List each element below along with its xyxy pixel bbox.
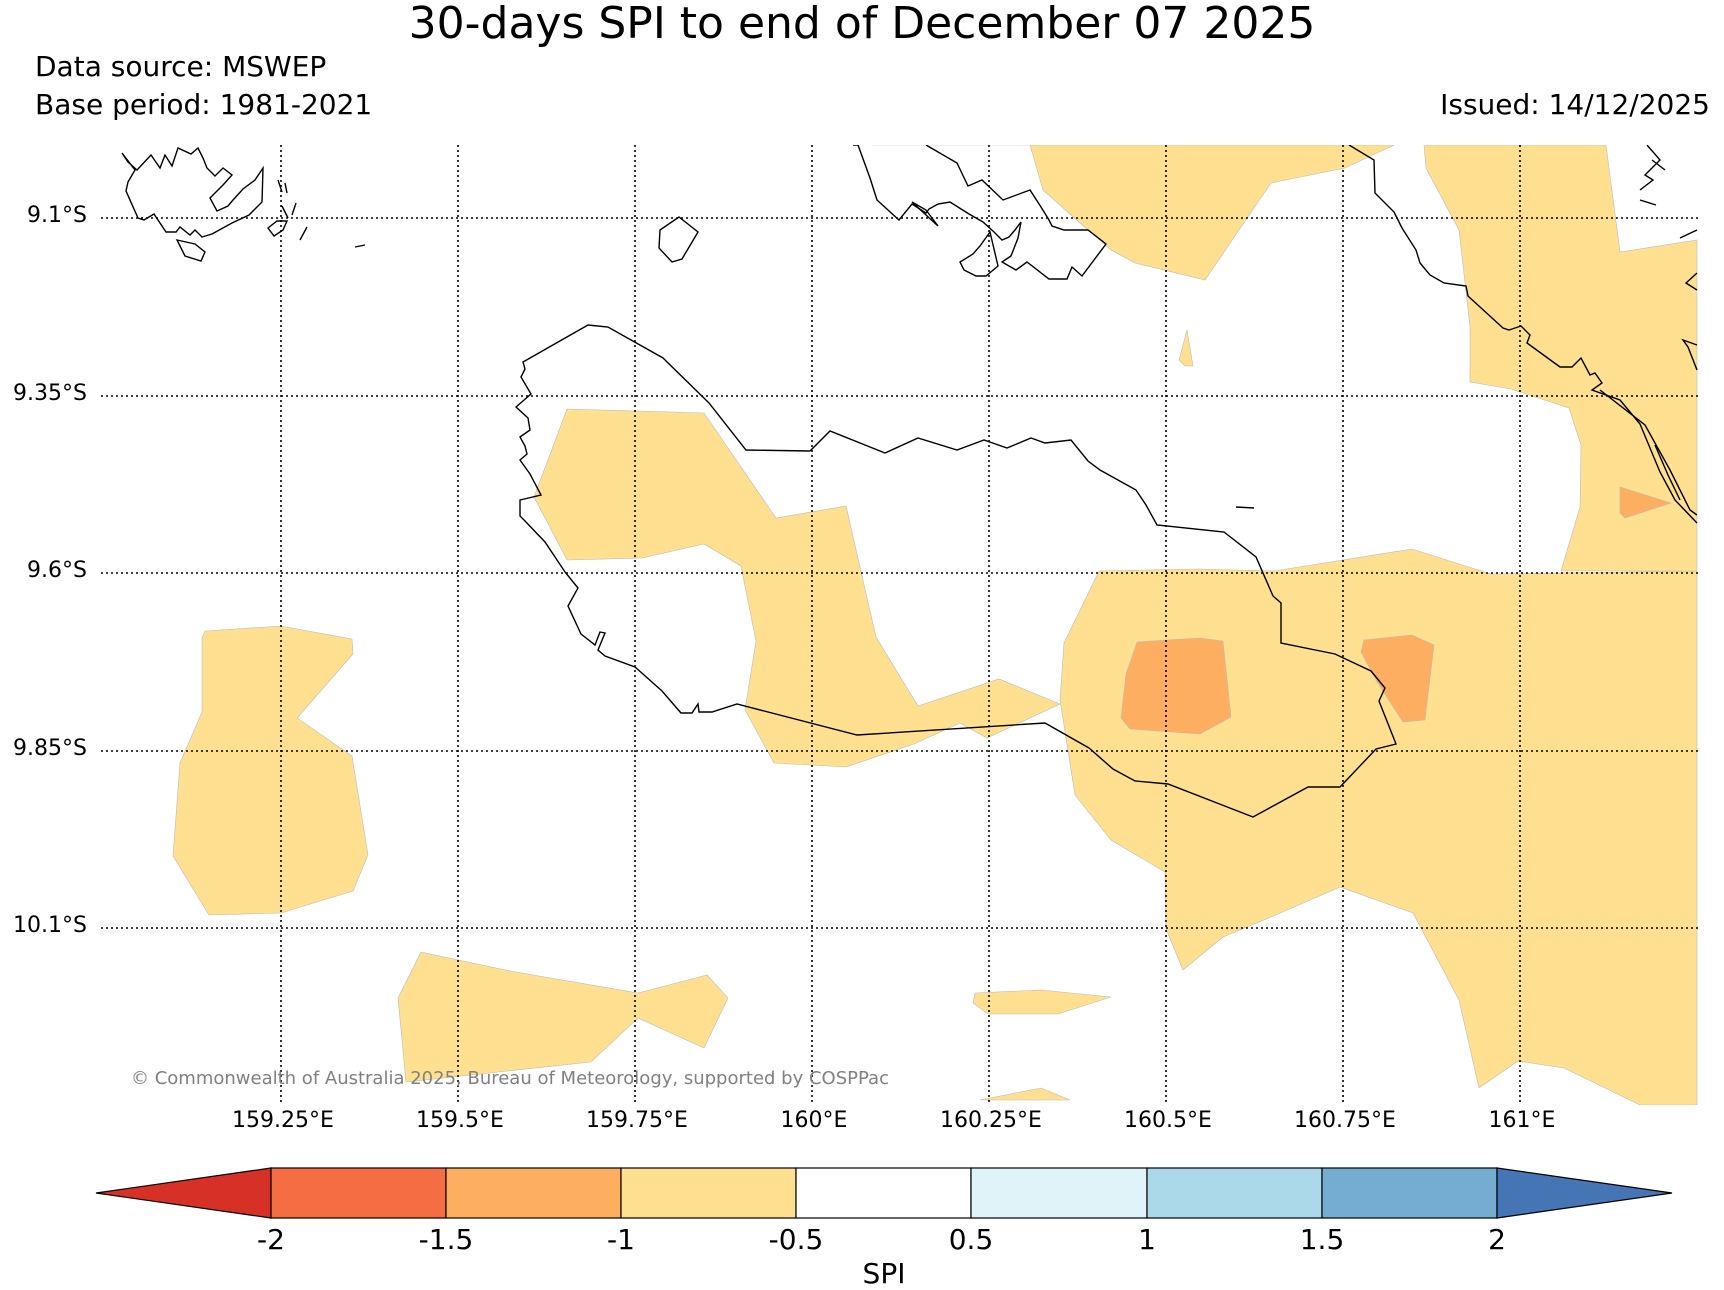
colorbar-tick--2: -2 — [257, 1223, 285, 1256]
coastline-malaita-north — [1639, 145, 1698, 371]
colorbar-tick-1: 1 — [1138, 1223, 1156, 1256]
spi-region-core-2 — [1360, 634, 1435, 723]
coastline-florida-detail — [911, 201, 999, 277]
colorbar-tick-1.5: 1.5 — [1299, 1223, 1345, 1256]
lat-label-9.85: 9.85°S — [13, 736, 87, 761]
colorbar-segment-3 — [620, 1167, 797, 1219]
colorbar-segment-1 — [270, 1167, 447, 1219]
colorbar-title: SPI — [862, 1257, 906, 1290]
coastline-russell-islands — [121, 146, 264, 238]
lon-label-159.25: 159.25°E — [232, 1108, 334, 1133]
issued-date-label: Issued: 14/12/2025 — [1440, 88, 1710, 121]
spi-region-core-3 — [1619, 486, 1672, 519]
copyright-notice: © Commonwealth of Australia 2025, Bureau… — [131, 1068, 889, 1089]
spi-region-north — [872, 145, 1395, 281]
spi-region-south-bottom — [979, 1087, 1071, 1101]
map-title: 30-days SPI to end of December 07 2025 — [408, 0, 1316, 49]
spi-region-central — [533, 408, 1061, 768]
colorbar-segment-6 — [1146, 1167, 1323, 1219]
base-period-label: Base period: 1981-2021 — [35, 88, 373, 121]
lon-label-160.5: 160.5°E — [1124, 1108, 1212, 1133]
spi-region-southwest — [397, 951, 729, 1083]
colorbar-tick-0.5: 0.5 — [948, 1223, 994, 1256]
colorbar-tick-2: 2 — [1488, 1223, 1506, 1256]
coastline-russell-detail — [175, 179, 366, 262]
lon-label-160.25: 160.25°E — [940, 1108, 1042, 1133]
colorbar-tick--1.5: -1.5 — [418, 1223, 474, 1256]
coastline-malaita-detail — [1599, 389, 1698, 516]
colorbar-tick--0.5: -0.5 — [768, 1223, 824, 1256]
coastline-malaita — [1348, 145, 1698, 524]
coastlines — [121, 145, 1698, 818]
spi-region-northeast — [1423, 145, 1698, 572]
coastline-guadalcanal — [514, 324, 1397, 818]
colorbar-segment-2 — [445, 1167, 622, 1219]
lat-label-9.6: 9.6°S — [27, 558, 87, 583]
lon-label-159.5: 159.5°E — [416, 1108, 504, 1133]
spi-region-west — [172, 625, 369, 916]
colorbar-segment-7 — [1321, 1167, 1498, 1219]
lon-label-159.75: 159.75°E — [586, 1108, 688, 1133]
coastline-florida-islands — [853, 145, 1107, 280]
colorbar-segment-4 — [795, 1167, 972, 1219]
spi-region-core-1 — [1120, 637, 1232, 735]
lat-label-9.1: 9.1°S — [27, 203, 87, 228]
spi-region-south-small — [972, 989, 1112, 1015]
lon-label-161: 161°E — [1488, 1108, 1556, 1133]
coastline-small-islet — [1235, 506, 1255, 509]
spi-region-north-small — [1178, 329, 1194, 367]
gridlines — [101, 145, 1698, 1105]
colorbar-segment-5 — [970, 1167, 1148, 1219]
lat-label-10.1: 10.1°S — [13, 913, 87, 938]
spi-very-dry-regions — [1120, 486, 1672, 735]
colorbar-extend-high — [1496, 1167, 1673, 1219]
colorbar-extend-low — [95, 1167, 272, 1219]
data-source-label: Data source: MSWEP — [35, 50, 327, 83]
colorbar-tick--1: -1 — [607, 1223, 635, 1256]
lon-label-160.75: 160.75°E — [1294, 1108, 1396, 1133]
lon-label-160: 160°E — [780, 1108, 848, 1133]
lat-label-9.35: 9.35°S — [13, 381, 87, 406]
coastline-savo — [658, 216, 699, 263]
